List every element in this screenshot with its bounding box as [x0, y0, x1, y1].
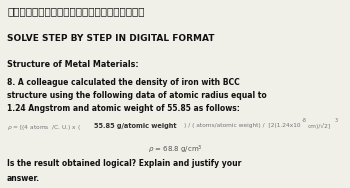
- Text: 3: 3: [334, 118, 337, 123]
- Text: Is the result obtained logical? Explain and justify your: Is the result obtained logical? Explain …: [7, 159, 241, 168]
- Text: cm)/√2]: cm)/√2]: [307, 123, 330, 129]
- Text: Structure of Metal Materials:: Structure of Metal Materials:: [7, 60, 139, 69]
- Text: デジタル形式で段階的に解決　　ありがとう！！: デジタル形式で段階的に解決 ありがとう！！: [7, 7, 145, 17]
- Text: ) / ( atoms/atomic weight) /  [2(1.24x10: ) / ( atoms/atomic weight) / [2(1.24x10: [184, 123, 300, 128]
- Text: structure using the following data of atomic radius equal to: structure using the following data of at…: [7, 91, 267, 100]
- Text: 1.24 Angstrom and atomic weight of 55.85 as follows:: 1.24 Angstrom and atomic weight of 55.85…: [7, 104, 240, 113]
- Text: $\rho$ = [(4 atoms  /C. U.) x (: $\rho$ = [(4 atoms /C. U.) x (: [7, 123, 81, 132]
- Text: 8. A colleague calculated the density of iron with BCC: 8. A colleague calculated the density of…: [7, 78, 240, 87]
- Text: -8: -8: [302, 118, 307, 123]
- Text: answer.: answer.: [7, 174, 40, 183]
- Text: 55.85 g/atomic weight: 55.85 g/atomic weight: [94, 123, 177, 129]
- Text: $\rho$ = 68.8 g/cm$^3$: $\rho$ = 68.8 g/cm$^3$: [148, 144, 202, 156]
- Text: SOLVE STEP BY STEP IN DIGITAL FORMAT: SOLVE STEP BY STEP IN DIGITAL FORMAT: [7, 34, 215, 43]
